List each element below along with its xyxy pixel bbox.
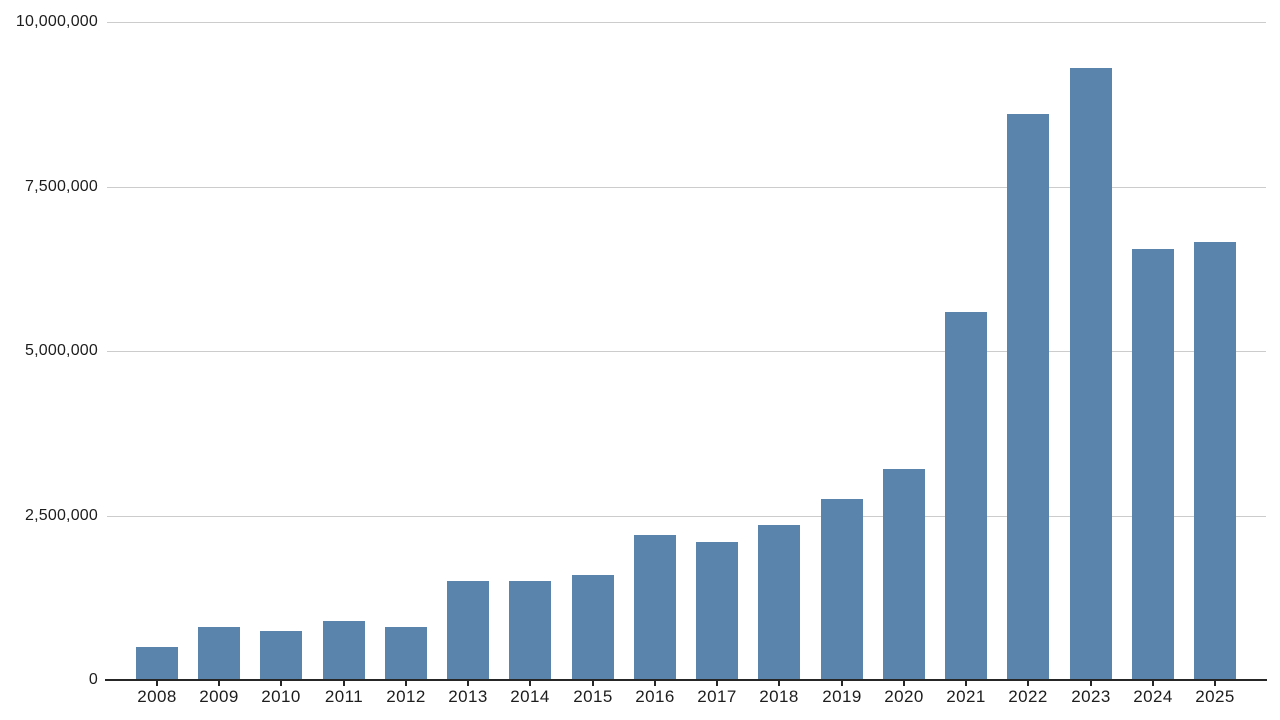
x-axis-label: 2018 — [759, 687, 799, 706]
x-axis-label: 2021 — [946, 687, 986, 706]
bar-2023 — [1070, 68, 1112, 680]
x-axis-label: 2025 — [1195, 687, 1235, 706]
x-axis-tick-2019 — [841, 681, 843, 686]
x-axis-label: 2011 — [324, 687, 364, 706]
x-axis-tick-2024 — [1152, 681, 1154, 686]
x-axis-tick-2025 — [1214, 681, 1216, 686]
bar-2012 — [385, 627, 427, 680]
x-axis-tick-2017 — [716, 681, 718, 686]
x-axis-tick-2012 — [405, 681, 407, 686]
y-axis-label: 10,000,000 — [15, 13, 98, 30]
x-axis-tick-2021 — [965, 681, 967, 686]
bar-2021 — [945, 312, 987, 680]
x-axis-tick-2010 — [280, 681, 282, 686]
bar-2022 — [1007, 114, 1049, 680]
y-axis-label: 2,500,000 — [25, 507, 98, 524]
gridline-2500000 — [107, 516, 1266, 517]
bar-2025 — [1194, 242, 1236, 680]
y-axis-label: 7,500,000 — [25, 178, 98, 195]
bar-2008 — [136, 647, 178, 680]
bar-2018 — [758, 525, 800, 680]
x-axis-label: 2010 — [261, 687, 301, 706]
x-axis-tick-2015 — [592, 681, 594, 686]
x-axis-tick-2008 — [156, 681, 158, 686]
bar-2024 — [1132, 249, 1174, 680]
gridline-10000000 — [107, 22, 1266, 23]
x-axis-label: 2024 — [1133, 687, 1173, 706]
bar-2009 — [198, 627, 240, 680]
y-axis-label: 0 — [88, 671, 98, 688]
x-axis-label: 2017 — [697, 687, 737, 706]
bar-2017 — [696, 542, 738, 680]
x-axis-label: 2015 — [573, 687, 613, 706]
x-axis-tick-2016 — [654, 681, 656, 686]
x-axis-label: 2016 — [635, 687, 675, 706]
x-axis-label: 2014 — [510, 687, 550, 706]
x-axis-tick-2020 — [903, 681, 905, 686]
x-axis-tick-2011 — [343, 681, 345, 686]
bar-2019 — [821, 499, 863, 680]
x-axis-label: 2023 — [1071, 687, 1111, 706]
x-axis-tick-2009 — [218, 681, 220, 686]
y-axis-label: 5,000,000 — [25, 342, 98, 359]
x-axis-label: 2013 — [448, 687, 488, 706]
x-axis-label: 2009 — [199, 687, 239, 706]
x-axis-label: 2022 — [1008, 687, 1048, 706]
x-axis-label: 2020 — [884, 687, 924, 706]
bar-2013 — [447, 581, 489, 680]
x-axis-label: 2012 — [386, 687, 426, 706]
gridline-5000000 — [107, 351, 1266, 352]
x-axis-label: 2019 — [822, 687, 862, 706]
x-axis-label: 2008 — [137, 687, 177, 706]
x-axis-tick-2022 — [1027, 681, 1029, 686]
x-axis-tick-2013 — [467, 681, 469, 686]
x-axis-line — [105, 679, 1267, 681]
bar-2020 — [883, 469, 925, 680]
x-axis-tick-2014 — [529, 681, 531, 686]
x-axis-tick-2023 — [1090, 681, 1092, 686]
bar-2016 — [634, 535, 676, 680]
gridline-7500000 — [107, 187, 1266, 188]
bar-2010 — [260, 631, 302, 680]
bar-2011 — [323, 621, 365, 680]
bar-2014 — [509, 581, 551, 680]
x-axis-tick-2018 — [778, 681, 780, 686]
bar-2015 — [572, 575, 614, 680]
